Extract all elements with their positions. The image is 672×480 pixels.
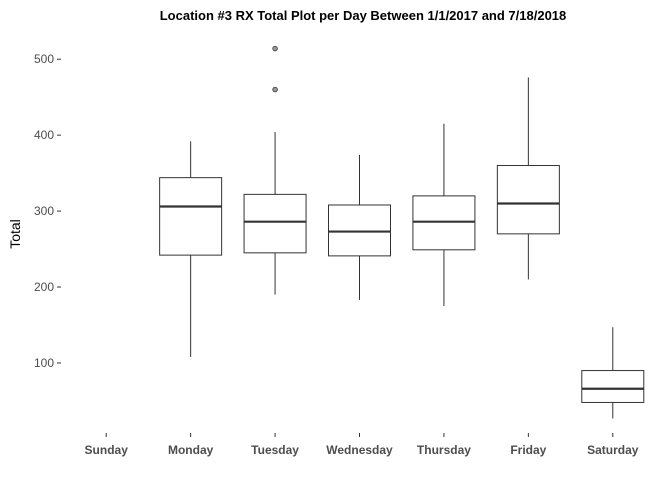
box-wednesday — [328, 154, 391, 300]
y-tick-label: 200 — [34, 280, 54, 294]
iqr-box — [581, 370, 645, 403]
box-monday — [159, 141, 223, 357]
y-tick-label: 400 — [34, 128, 54, 142]
iqr-box — [412, 195, 476, 251]
iqr-box — [159, 177, 223, 256]
y-tick-label: 300 — [34, 204, 54, 218]
x-tick-label-saturday: Saturday — [587, 443, 639, 457]
iqr-box — [496, 165, 560, 235]
x-tick-label-wednesday: Wednesday — [326, 443, 393, 457]
box-thursday — [412, 123, 476, 307]
box-tuesday — [243, 45, 307, 295]
x-tick-label-tuesday: Tuesday — [251, 443, 299, 457]
y-tick-label: 500 — [34, 52, 54, 66]
outlier-point — [272, 45, 278, 52]
box-saturday — [581, 327, 645, 419]
iqr-box — [243, 193, 307, 254]
box-friday — [496, 77, 560, 280]
x-tick-label-friday: Friday — [510, 443, 546, 457]
x-axis: Sunday Monday Tuesday Wednesday Thursday Frid… — [85, 433, 639, 457]
y-axis-label: Total — [7, 219, 23, 249]
iqr-box — [328, 204, 391, 257]
x-tick-label-sunday: Sunday — [85, 443, 129, 457]
boxes-group — [159, 45, 645, 419]
x-tick-label-thursday: Thursday — [417, 443, 471, 457]
chart-title: Location #3 RX Total Plot per Day Betwee… — [160, 8, 567, 23]
y-tick-label: 100 — [34, 356, 54, 370]
y-axis: 100 200 300 400 500 — [34, 52, 61, 370]
outlier-point — [272, 86, 278, 93]
x-tick-label-monday: Monday — [168, 443, 214, 457]
